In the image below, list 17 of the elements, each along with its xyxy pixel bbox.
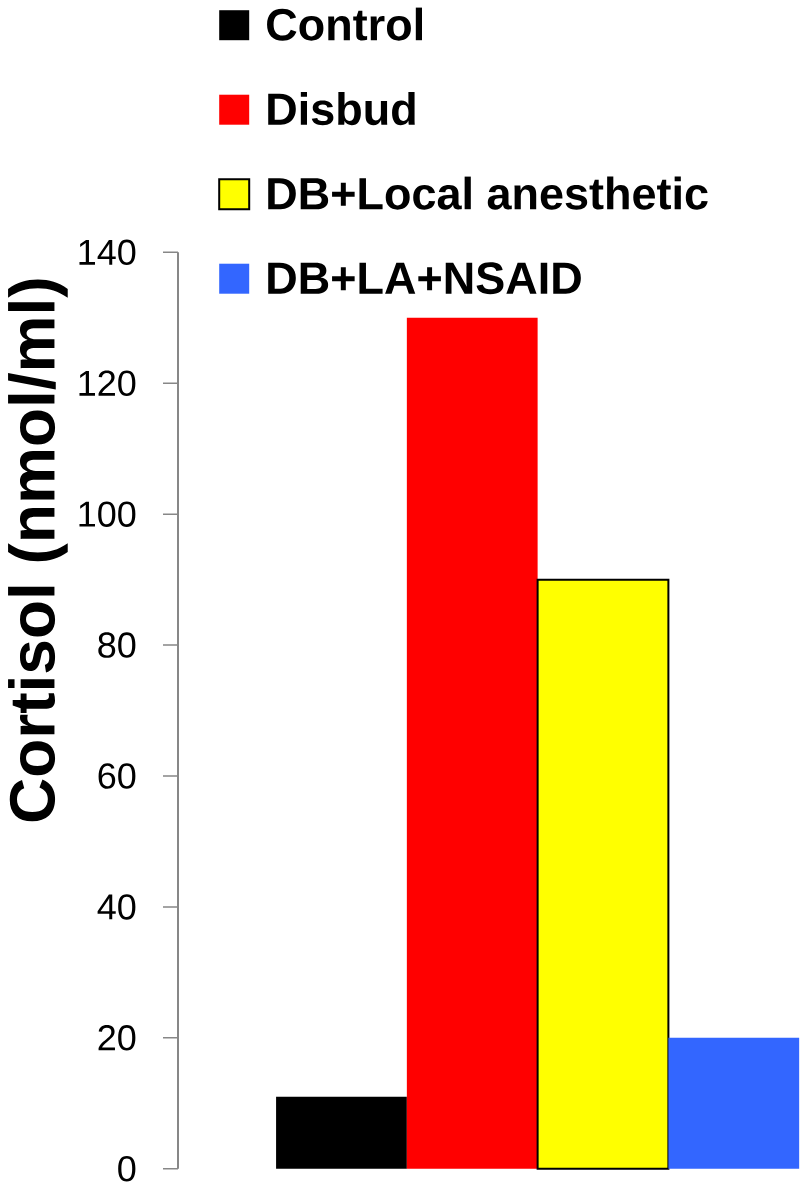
y-tick-label: 140 <box>79 239 136 266</box>
legend-label: DB+LA+NSAID <box>268 262 581 295</box>
y-tick-label: 60 <box>98 763 136 789</box>
bar <box>536 578 670 1170</box>
legend-label: Disbud <box>268 92 415 126</box>
y-tick-label: 120 <box>79 370 136 397</box>
bar <box>668 1037 800 1169</box>
bar <box>276 1096 407 1169</box>
y-tick-label: 40 <box>97 894 136 920</box>
y-tick-label: 20 <box>98 1025 136 1051</box>
y-tick-label: 0 <box>118 1156 136 1182</box>
y-tick-label: 100 <box>79 501 136 527</box>
y-tick-label: 80 <box>98 632 136 658</box>
legend-label: Control <box>267 7 422 41</box>
y-axis-title: Cortisol (nmol/ml) <box>8 279 68 822</box>
legend-label: DB+Local anesthetic <box>268 176 708 210</box>
bar <box>406 317 538 1169</box>
